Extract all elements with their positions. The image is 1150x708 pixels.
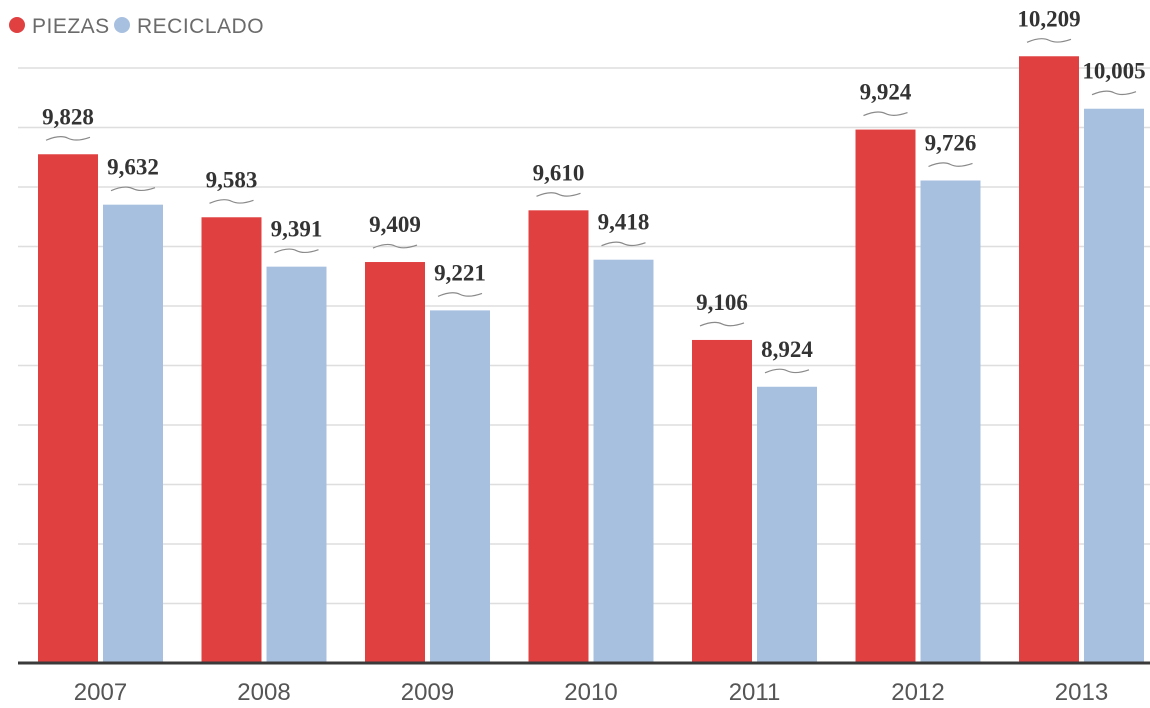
bar-piezas-2012 <box>855 129 916 663</box>
data-label: 9,391 <box>271 217 323 242</box>
data-label: 9,828 <box>42 104 94 129</box>
label-leader-mark <box>274 248 319 254</box>
data-label: 9,632 <box>107 155 159 180</box>
bar-piezas-2013 <box>1019 56 1079 664</box>
label-leader-mark <box>863 111 908 117</box>
label-leader-mark <box>372 243 418 249</box>
data-label: 9,924 <box>860 80 912 105</box>
bar-piezas-2011 <box>692 339 752 663</box>
x-tick-label: 2011 <box>729 679 781 706</box>
bar-reciclado-2010 <box>593 259 654 663</box>
label-leader-mark <box>764 368 810 374</box>
data-label: 8,924 <box>761 337 813 362</box>
x-tick-label: 2009 <box>401 679 454 706</box>
x-axis-ticks: 2007 2008 2009 2010 2011 2012 2013 <box>74 679 1108 706</box>
label-leader-mark <box>110 186 156 192</box>
data-label: 10,209 <box>1017 6 1080 31</box>
value-labels: 9,828 9,632 9,583 9,391 9,409 9,221 9,610 9,418… <box>42 6 1146 374</box>
bar-reciclado-2008 <box>266 266 327 663</box>
data-label: 9,583 <box>206 167 258 192</box>
label-leader-mark <box>601 241 646 247</box>
legend: PIEZAS RECICLADO <box>9 15 264 38</box>
bar-reciclado-2012 <box>920 180 981 663</box>
data-label: 9,106 <box>696 290 748 315</box>
label-leader-mark <box>1026 38 1072 43</box>
x-tick-label: 2013 <box>1055 679 1108 706</box>
bar-piezas-2008 <box>201 217 262 663</box>
bar-reciclado-2013 <box>1084 108 1144 663</box>
label-leader-mark <box>45 136 91 141</box>
data-label: 9,610 <box>533 160 585 185</box>
data-label: 10,005 <box>1082 59 1145 84</box>
x-tick-label: 2012 <box>891 679 944 706</box>
x-tick-label: 2010 <box>564 679 617 706</box>
data-label: 9,726 <box>925 130 977 155</box>
bar-piezas-2010 <box>528 210 589 663</box>
legend-swatch <box>114 17 130 33</box>
bar-reciclado-2007 <box>103 204 163 663</box>
legend-label: RECICLADO <box>137 15 264 38</box>
legend-swatch <box>9 17 25 33</box>
label-leader-mark <box>536 192 581 197</box>
data-label: 9,418 <box>598 210 650 235</box>
label-leader-mark <box>699 321 745 327</box>
data-label: 9,409 <box>369 212 421 237</box>
bar-reciclado-2009 <box>430 310 490 663</box>
x-tick-label: 2008 <box>237 679 290 706</box>
legend-label: PIEZAS <box>32 15 110 38</box>
x-tick-label: 2007 <box>74 679 127 706</box>
bar-piezas-2009 <box>365 262 425 663</box>
label-leader-mark <box>1091 90 1137 96</box>
label-leader-mark <box>928 162 973 168</box>
data-label: 9,221 <box>434 260 486 285</box>
bar-piezas-2007 <box>38 154 98 663</box>
bar-reciclado-2011 <box>757 386 817 663</box>
bars <box>38 56 1144 664</box>
label-leader-mark <box>209 199 254 204</box>
label-leader-mark <box>437 292 483 297</box>
